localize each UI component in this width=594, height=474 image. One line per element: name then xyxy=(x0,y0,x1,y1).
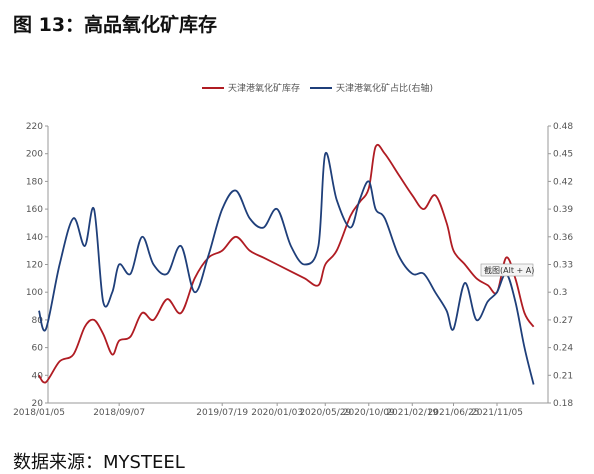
x-tick-label: 2020/10/09 xyxy=(343,408,395,418)
x-tick-label: 2018/01/05 xyxy=(13,408,65,418)
left-tick-label: 200 xyxy=(26,150,43,160)
x-tick-label: 2021/02/19 xyxy=(386,408,438,418)
left-tick-label: 80 xyxy=(32,316,44,326)
x-tick-label: 2019/07/19 xyxy=(196,408,248,418)
right-tick-label: 0.3 xyxy=(553,288,567,298)
left-tick-label: 100 xyxy=(26,288,43,298)
right-tick-label: 0.48 xyxy=(553,122,573,132)
series-layer xyxy=(38,143,535,385)
right-tick-label: 0.42 xyxy=(553,177,573,187)
x-tick-label: 2020/05/29 xyxy=(299,408,351,418)
legend-label-series-2: 天津港氧化矿占比(右轴) xyxy=(336,82,433,94)
screenshot-tooltip: 截图(Alt + A) xyxy=(480,263,534,277)
series-line-2 xyxy=(38,152,535,385)
left-tick-label: 120 xyxy=(26,261,43,271)
left-tick-label: 60 xyxy=(32,344,44,354)
legend-label-series-1: 天津港氧化矿库存 xyxy=(228,82,300,94)
right-tick-label: 0.45 xyxy=(553,150,573,160)
right-tick-label: 0.27 xyxy=(553,316,573,326)
line-chart: 天津港氧化矿库存 天津港氧化矿占比(右轴) 20 40 60 80 100 120 140 1… xyxy=(13,82,573,418)
left-tick-label: 160 xyxy=(26,205,43,215)
left-tick-label: 40 xyxy=(32,371,44,381)
right-tick-label: 0.39 xyxy=(553,205,573,215)
left-tick-label: 180 xyxy=(26,177,43,187)
left-tick-label: 140 xyxy=(26,233,43,243)
chart-axes: 20 40 60 80 100 120 140 160 180 200 220 0.18 0.21 0.2… xyxy=(13,122,573,418)
right-tick-label: 0.21 xyxy=(553,371,573,381)
data-source: 数据来源：MYSTEEL xyxy=(13,452,185,473)
x-tick-label: 2018/09/07 xyxy=(93,408,145,418)
right-tick-label: 0.24 xyxy=(553,344,573,354)
right-tick-label: 0.33 xyxy=(553,261,573,271)
tooltip-box xyxy=(480,263,534,277)
right-tick-label: 0.36 xyxy=(553,233,573,243)
tooltip-text: 截图(Alt + A) xyxy=(484,265,534,275)
x-tick-label: 2021/11/05 xyxy=(471,408,523,418)
left-tick-label: 220 xyxy=(26,122,43,132)
series-line-1 xyxy=(38,143,535,384)
figure-title: 图 13：高品氧化矿库存 xyxy=(13,14,218,36)
chart-container: 天津港氧化矿库存 天津港氧化矿占比(右轴) 20 40 60 80 100 120 140 1… xyxy=(12,52,586,432)
right-tick-label: 0.18 xyxy=(553,399,573,409)
x-tick-label: 2020/01/03 xyxy=(251,408,303,418)
chart-legend: 天津港氧化矿库存 天津港氧化矿占比(右轴) xyxy=(202,82,433,94)
x-tick-label: 2021/06/25 xyxy=(428,408,480,418)
left-tick-label: 20 xyxy=(32,399,44,409)
